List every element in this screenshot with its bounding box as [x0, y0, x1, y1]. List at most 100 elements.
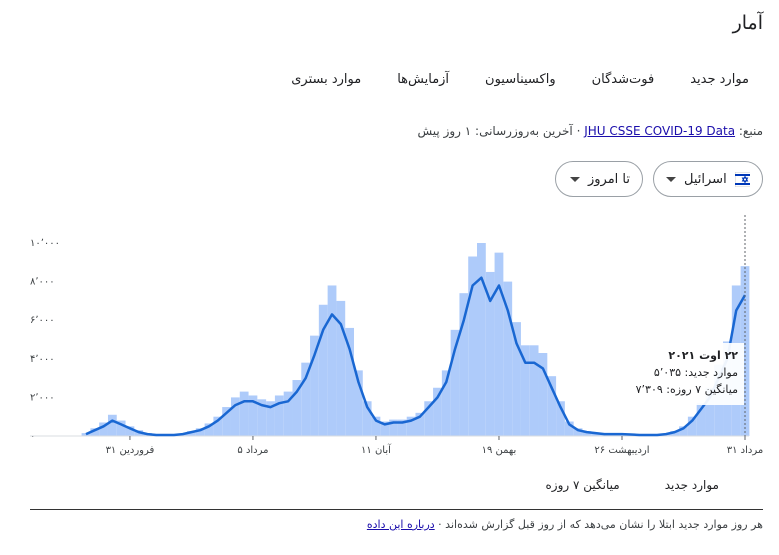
- bar: [239, 391, 249, 436]
- bar: [450, 329, 460, 436]
- bar: [266, 401, 275, 436]
- bar: [371, 416, 381, 436]
- x-tick-label: ۱۱ آبان: [361, 443, 392, 456]
- bar: [477, 243, 486, 436]
- tooltip-date: ۲۲ اوت ۲۰۲۱: [668, 349, 738, 362]
- bar: [696, 403, 706, 436]
- bar: [389, 419, 398, 436]
- x-tick-label: ۵ مرداد: [237, 445, 268, 456]
- tab[interactable]: واکسیناسیون: [485, 72, 556, 87]
- average-line: [85, 276, 747, 437]
- bar: [406, 416, 416, 436]
- bar: [310, 335, 319, 436]
- divider: [30, 509, 763, 510]
- bar: [327, 285, 337, 436]
- source: منبع: JHU CSSE COVID-19 Data · آخرین به‌…: [418, 124, 764, 138]
- bar: [274, 395, 284, 436]
- bar: [116, 420, 126, 436]
- country-button[interactable]: اسرائیل: [653, 161, 763, 197]
- y-tick-label: ۸٬۰۰۰: [30, 277, 55, 288]
- country-label: اسرائیل: [684, 171, 727, 187]
- footer: هر روز موارد جدید ابتلا را نشان می‌دهد ک…: [367, 518, 763, 531]
- y-tick-label: ۴٬۰۰۰: [30, 354, 55, 365]
- bar: [564, 421, 574, 436]
- x-tick-label: ۲۶ اردیبهشت: [594, 445, 649, 456]
- tab[interactable]: فوت‌شدگان: [591, 72, 655, 87]
- bar: [415, 412, 425, 436]
- caret: [666, 176, 676, 182]
- bar: [705, 387, 715, 436]
- footer-note: هر روز موارد جدید ابتلا را نشان می‌دهد ک…: [445, 518, 763, 531]
- tooltip-line: میانگین ۷ روزه: ۷٬۳۰۹: [635, 383, 738, 396]
- tab[interactable]: موارد بستری: [291, 72, 362, 87]
- bar: [125, 426, 135, 436]
- bar: [362, 401, 372, 436]
- bar: [538, 353, 548, 436]
- bar: [187, 431, 196, 436]
- legend-item[interactable]: میانگین ۷ روزه: [545, 478, 620, 492]
- bar: [687, 416, 697, 436]
- x-tick-label: ۱۹ بهمن: [482, 445, 517, 456]
- bar: [529, 345, 539, 436]
- bar: [670, 431, 680, 436]
- x-tick-label: ۳۱ فروردین: [106, 445, 155, 456]
- bar: [81, 433, 91, 436]
- bar: [204, 423, 214, 436]
- tabs: موارد جدید فوت‌شدگان واکسیناسیون آزمایش‌…: [291, 72, 749, 87]
- bar: [547, 376, 557, 436]
- legend-item[interactable]: موارد جدید: [664, 478, 719, 492]
- bar: [494, 252, 504, 436]
- bar: [503, 281, 513, 436]
- bar: [90, 428, 100, 436]
- y-tick-label: ۲٬۰۰۰: [30, 392, 55, 403]
- bar: [292, 380, 302, 436]
- bar: [195, 428, 205, 436]
- separator: ·: [438, 518, 442, 531]
- bar: [222, 407, 231, 436]
- source-label: منبع:: [738, 124, 763, 138]
- y-tick-label: ۶٬۰۰۰: [30, 315, 55, 326]
- bar: [397, 419, 407, 436]
- bar: [582, 431, 592, 436]
- bar: [459, 293, 469, 436]
- range-label: تا امروز: [587, 171, 630, 187]
- range-button[interactable]: تا امروز: [555, 161, 643, 197]
- tab[interactable]: موارد جدید: [690, 72, 749, 87]
- bar: [441, 370, 451, 436]
- bar: [345, 327, 354, 436]
- tab[interactable]: آزمایش‌ها: [397, 72, 450, 87]
- bar: [679, 426, 688, 436]
- source-link[interactable]: JHU CSSE COVID-19 Data: [584, 124, 736, 138]
- bar: [468, 256, 478, 436]
- bar: [283, 391, 293, 436]
- bar: [99, 422, 108, 436]
- bar: [230, 397, 240, 436]
- bar: [433, 387, 442, 436]
- tooltip-line: موارد جدید: ۵٬۰۳۵: [653, 366, 738, 379]
- bar: [485, 271, 495, 436]
- bar: [380, 421, 390, 436]
- bar: [301, 362, 311, 436]
- footer-link[interactable]: درباره این داده: [366, 518, 435, 531]
- updated: · آخرین به‌روزرسانی: ۱ روز پیش: [417, 124, 581, 138]
- bar: [336, 300, 346, 436]
- bar: [556, 401, 565, 436]
- bar: [213, 416, 223, 436]
- caret: [569, 176, 580, 182]
- bar: [512, 322, 521, 436]
- x-tick-label: ۳۱ مرداد: [727, 445, 763, 456]
- title: آمار: [732, 12, 763, 34]
- bar: [257, 399, 267, 436]
- bar: [318, 304, 328, 436]
- bar: [248, 395, 258, 436]
- legend: موارد جدید میانگین ۷ روزه: [546, 478, 719, 492]
- bar: [107, 414, 117, 436]
- bar: [573, 428, 583, 436]
- y-tick-label: ۱۰٬۰۰۰: [30, 238, 60, 249]
- tooltip: ۲۲ اوت ۲۰۲۱ موارد جدید: ۵٬۰۳۵ میانگین ۷ …: [628, 343, 744, 405]
- flag: [734, 171, 750, 187]
- bar: [520, 345, 530, 436]
